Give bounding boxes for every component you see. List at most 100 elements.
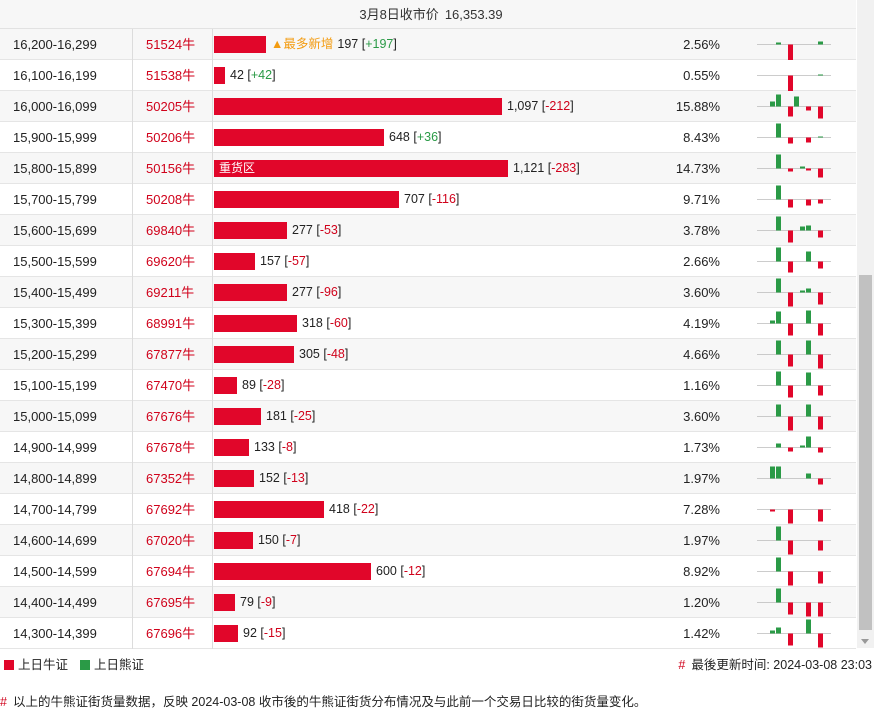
strike-range: 15,100-15,199 — [13, 378, 97, 393]
sparkline-bar — [788, 137, 793, 144]
sparkline-bar — [776, 216, 781, 231]
table-row[interactable]: 16,100-16,199 51538牛 42 [+42] 0.55% — [0, 60, 856, 91]
sparkline-bar — [788, 540, 793, 555]
column-divider — [212, 308, 213, 339]
cbbc-code-link[interactable]: 50208牛 — [146, 192, 196, 207]
sparkline-bar — [776, 557, 781, 572]
last-update-text: 最後更新时间: 2024-03-08 23:03 — [691, 658, 872, 672]
sparkline-bar — [770, 320, 775, 324]
table-row[interactable]: 15,100-15,199 67470牛 89 [-28] 1.16% — [0, 370, 856, 401]
cbbc-code-link[interactable]: 67692牛 — [146, 502, 196, 517]
sparkline-bar — [776, 404, 781, 417]
cbbc-code-link[interactable]: 51538牛 — [146, 68, 196, 83]
volume-change: -53 — [319, 223, 338, 237]
cbbc-code-link[interactable]: 67352牛 — [146, 471, 196, 486]
cbbc-code-link[interactable]: 67676牛 — [146, 409, 196, 424]
cbbc-code-link[interactable]: 51524牛 — [146, 37, 196, 52]
cbbc-code-link[interactable]: 69840牛 — [146, 223, 196, 238]
column-divider — [212, 29, 213, 60]
outstanding-volume: 707 — [404, 192, 425, 206]
bull-legend-label: 上日牛证 — [18, 658, 69, 672]
strike-range: 14,500-14,599 — [13, 564, 97, 579]
volume-bar — [214, 501, 324, 518]
scrollbar-thumb[interactable] — [859, 275, 872, 630]
sparkline-bar — [806, 288, 811, 293]
table-row[interactable]: 14,700-14,799 67692牛 418 [-22] 7.28% — [0, 494, 856, 525]
table-row[interactable]: 15,700-15,799 50208牛 707 [-116] 9.71% — [0, 184, 856, 215]
table-row[interactable]: 15,400-15,499 69211牛 277 [-96] 3.60% — [0, 277, 856, 308]
distribution-table: 16,200-16,299 51524牛 ▲最多新增 197 [+197] 2.56% 1… — [0, 29, 856, 649]
table-row[interactable]: 15,500-15,599 69620牛 157 [-57] 2.66% — [0, 246, 856, 277]
table-row[interactable]: 14,900-14,999 67678牛 133 [-8] 1.73% — [0, 432, 856, 463]
strike-range: 16,200-16,299 — [13, 37, 97, 52]
volume-value: 318 [-60] — [302, 316, 352, 330]
sparkline-bar — [776, 247, 781, 262]
table-row[interactable]: 15,600-15,699 69840牛 277 [-53] 3.78% — [0, 215, 856, 246]
strike-range: 15,400-15,499 — [13, 285, 97, 300]
share-percent: 7.28% — [683, 502, 720, 517]
volume-value: ▲最多新增 197 [+197] — [271, 37, 397, 51]
cbbc-code-link[interactable]: 69620牛 — [146, 254, 196, 269]
cbbc-code-link[interactable]: 67877牛 — [146, 347, 196, 362]
cbbc-code-link[interactable]: 67694牛 — [146, 564, 196, 579]
volume-value: 92 [-15] — [243, 626, 286, 640]
sparkline-bar — [800, 445, 805, 448]
history-sparkline — [757, 371, 831, 398]
volume-change: -57 — [287, 254, 306, 268]
sparkline-bar — [818, 354, 823, 369]
column-divider — [132, 556, 133, 587]
table-row[interactable]: 16,000-16,099 50205牛 1,097 [-212] 15.88% — [0, 91, 856, 122]
sparkline-bar — [818, 230, 823, 238]
column-divider — [132, 494, 133, 525]
volume-change: -22 — [356, 502, 375, 516]
volume-value: 150 [-7] — [258, 533, 301, 547]
table-row[interactable]: 14,800-14,899 67352牛 152 [-13] 1.97% — [0, 463, 856, 494]
cbbc-code-link[interactable]: 50206牛 — [146, 130, 196, 145]
outstanding-volume: 1,121 — [513, 161, 545, 175]
volume-value: 133 [-8] — [254, 440, 297, 454]
footnote: # 以上的牛熊证街货量数据，反映 2024-03-08 收市後的牛熊证街货分布情况… — [0, 688, 874, 716]
table-row[interactable]: 14,400-14,499 67695牛 79 [-9] 1.20% — [0, 587, 856, 618]
table-row[interactable]: 15,800-15,899 50156牛 重货区 1,121 [-283] 14.73% — [0, 153, 856, 184]
sparkline-bar — [818, 571, 823, 584]
table-row[interactable]: 15,200-15,299 67877牛 305 [-48] 4.66% — [0, 339, 856, 370]
column-divider — [132, 401, 133, 432]
volume-bar — [214, 98, 502, 115]
history-sparkline — [757, 247, 831, 273]
scrollbar[interactable] — [857, 0, 874, 648]
column-divider — [132, 432, 133, 463]
volume-value: 277 [-53] — [292, 223, 342, 237]
sparkline-bar — [788, 571, 793, 586]
cbbc-code-link[interactable]: 67696牛 — [146, 626, 196, 641]
cbbc-code-link[interactable]: 67678牛 — [146, 440, 196, 455]
table-row[interactable]: 14,500-14,599 67694牛 600 [-12] 8.92% — [0, 556, 856, 587]
volume-bar — [214, 563, 371, 580]
cbbc-code-link[interactable]: 50205牛 — [146, 99, 196, 114]
outstanding-volume: 197 — [337, 37, 359, 51]
volume-bar — [214, 222, 287, 239]
outstanding-volume: 42 — [230, 68, 244, 82]
cbbc-code-link[interactable]: 69211牛 — [146, 285, 195, 300]
sparkline-bar — [818, 478, 823, 485]
share-percent: 0.55% — [683, 68, 720, 83]
cbbc-code-link[interactable]: 68991牛 — [146, 316, 196, 331]
cbbc-code-link[interactable]: 50156牛 — [146, 161, 196, 176]
volume-bar — [214, 36, 266, 53]
table-row[interactable]: 15,900-15,999 50206牛 648 [+36] 8.43% — [0, 122, 856, 153]
strike-range: 16,000-16,099 — [13, 99, 97, 114]
cbbc-code-link[interactable]: 67020牛 — [146, 533, 196, 548]
column-divider — [212, 60, 213, 91]
table-row[interactable]: 15,000-15,099 67676牛 181 [-25] 3.60% — [0, 401, 856, 432]
cbbc-code-link[interactable]: 67695牛 — [146, 595, 196, 610]
cbbc-code-link[interactable]: 67470牛 — [146, 378, 196, 393]
table-row[interactable]: 16,200-16,299 51524牛 ▲最多新增 197 [+197] 2.56% — [0, 29, 856, 60]
table-row[interactable]: 14,600-14,699 67020牛 150 [-7] 1.97% — [0, 525, 856, 556]
sparkline-bar — [818, 447, 823, 453]
volume-change: -283 — [551, 161, 577, 175]
sparkline-bar — [770, 466, 775, 479]
scroll-down-arrow-icon[interactable] — [861, 639, 869, 644]
outstanding-volume: 89 — [242, 378, 256, 392]
table-row[interactable]: 14,300-14,399 67696牛 92 [-15] 1.42% — [0, 618, 856, 649]
volume-change: -15 — [263, 626, 282, 640]
table-row[interactable]: 15,300-15,399 68991牛 318 [-60] 4.19% — [0, 308, 856, 339]
